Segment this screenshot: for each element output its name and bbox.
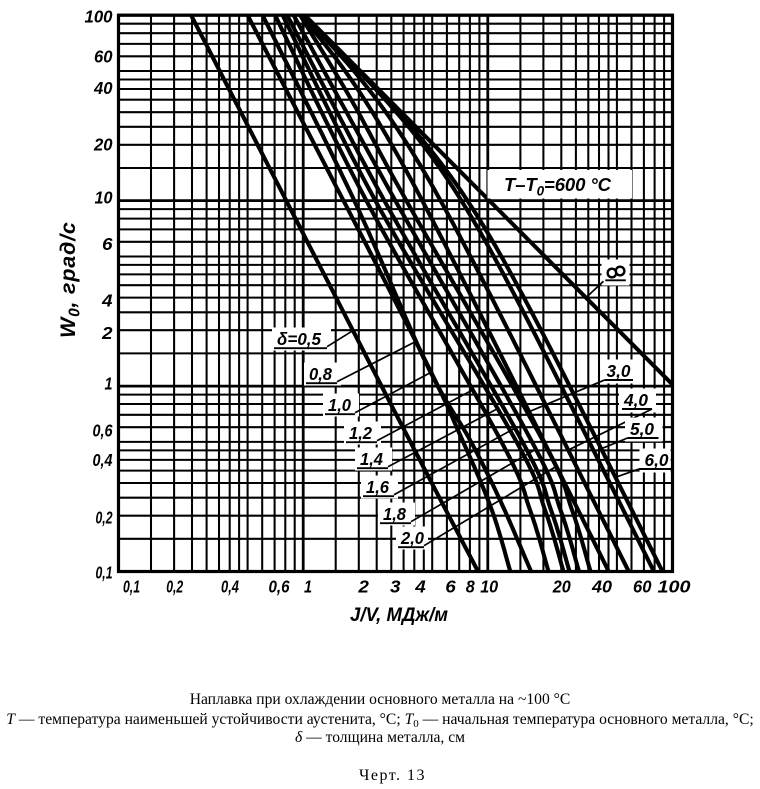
svg-text:4: 4 <box>414 577 426 597</box>
svg-text:2: 2 <box>357 577 369 597</box>
svg-text:0,2: 0,2 <box>166 577 183 597</box>
svg-text:0,4: 0,4 <box>93 450 113 470</box>
svg-text:10: 10 <box>95 187 113 207</box>
svg-text:Т — температура наименьшей уст: Т — температура наименьшей устойчивости … <box>6 711 753 730</box>
svg-text:1: 1 <box>105 373 113 393</box>
svg-text:δ=0,5: δ=0,5 <box>277 329 321 349</box>
svg-text:6: 6 <box>102 234 113 254</box>
svg-text:20: 20 <box>93 135 113 155</box>
svg-text:Наплавка при охлаждении основн: Наплавка при охлаждении основного металл… <box>190 691 571 708</box>
svg-text:60: 60 <box>94 46 113 66</box>
svg-text:3,0: 3,0 <box>607 361 631 381</box>
svg-text:60: 60 <box>633 577 652 597</box>
svg-text:0,2: 0,2 <box>96 507 113 527</box>
svg-text:10: 10 <box>480 577 498 597</box>
svg-text:0,6: 0,6 <box>269 577 290 597</box>
svg-text:δ — толщина металла, см: δ — толщина металла, см <box>295 729 465 746</box>
svg-text:40: 40 <box>591 577 612 597</box>
svg-text:0,4: 0,4 <box>221 577 239 597</box>
svg-text:4,0: 4,0 <box>623 390 648 410</box>
svg-text:1: 1 <box>304 577 312 597</box>
svg-text:40: 40 <box>93 78 113 98</box>
svg-text:0,8: 0,8 <box>309 364 332 384</box>
svg-text:0,6: 0,6 <box>93 420 113 440</box>
svg-text:5,0: 5,0 <box>630 419 654 439</box>
svg-text:T–T0=600 °C: T–T0=600 °C <box>504 174 612 199</box>
svg-text:1,4: 1,4 <box>360 449 383 469</box>
svg-text:6: 6 <box>445 577 456 597</box>
svg-text:100: 100 <box>85 6 113 26</box>
svg-text:1,8: 1,8 <box>383 504 406 524</box>
svg-text:8: 8 <box>466 577 475 597</box>
svg-text:20: 20 <box>552 577 571 597</box>
svg-text:2,0: 2,0 <box>400 528 424 548</box>
svg-text:1,2: 1,2 <box>349 423 372 443</box>
svg-text:1,0: 1,0 <box>328 395 351 415</box>
svg-text:0,1: 0,1 <box>96 562 113 582</box>
svg-text:W0, град/с: W0, град/с <box>56 221 84 338</box>
svg-text:J/V, МДж/м: J/V, МДж/м <box>350 605 448 626</box>
svg-text:100: 100 <box>658 577 691 597</box>
svg-text:3: 3 <box>390 577 401 597</box>
svg-text:0,1: 0,1 <box>123 577 140 597</box>
svg-text:1,6: 1,6 <box>366 477 389 497</box>
svg-text:6,0: 6,0 <box>645 450 669 470</box>
svg-text:4: 4 <box>101 290 113 310</box>
svg-text:2: 2 <box>101 323 113 343</box>
svg-text:Черт. 13: Черт. 13 <box>359 767 426 784</box>
